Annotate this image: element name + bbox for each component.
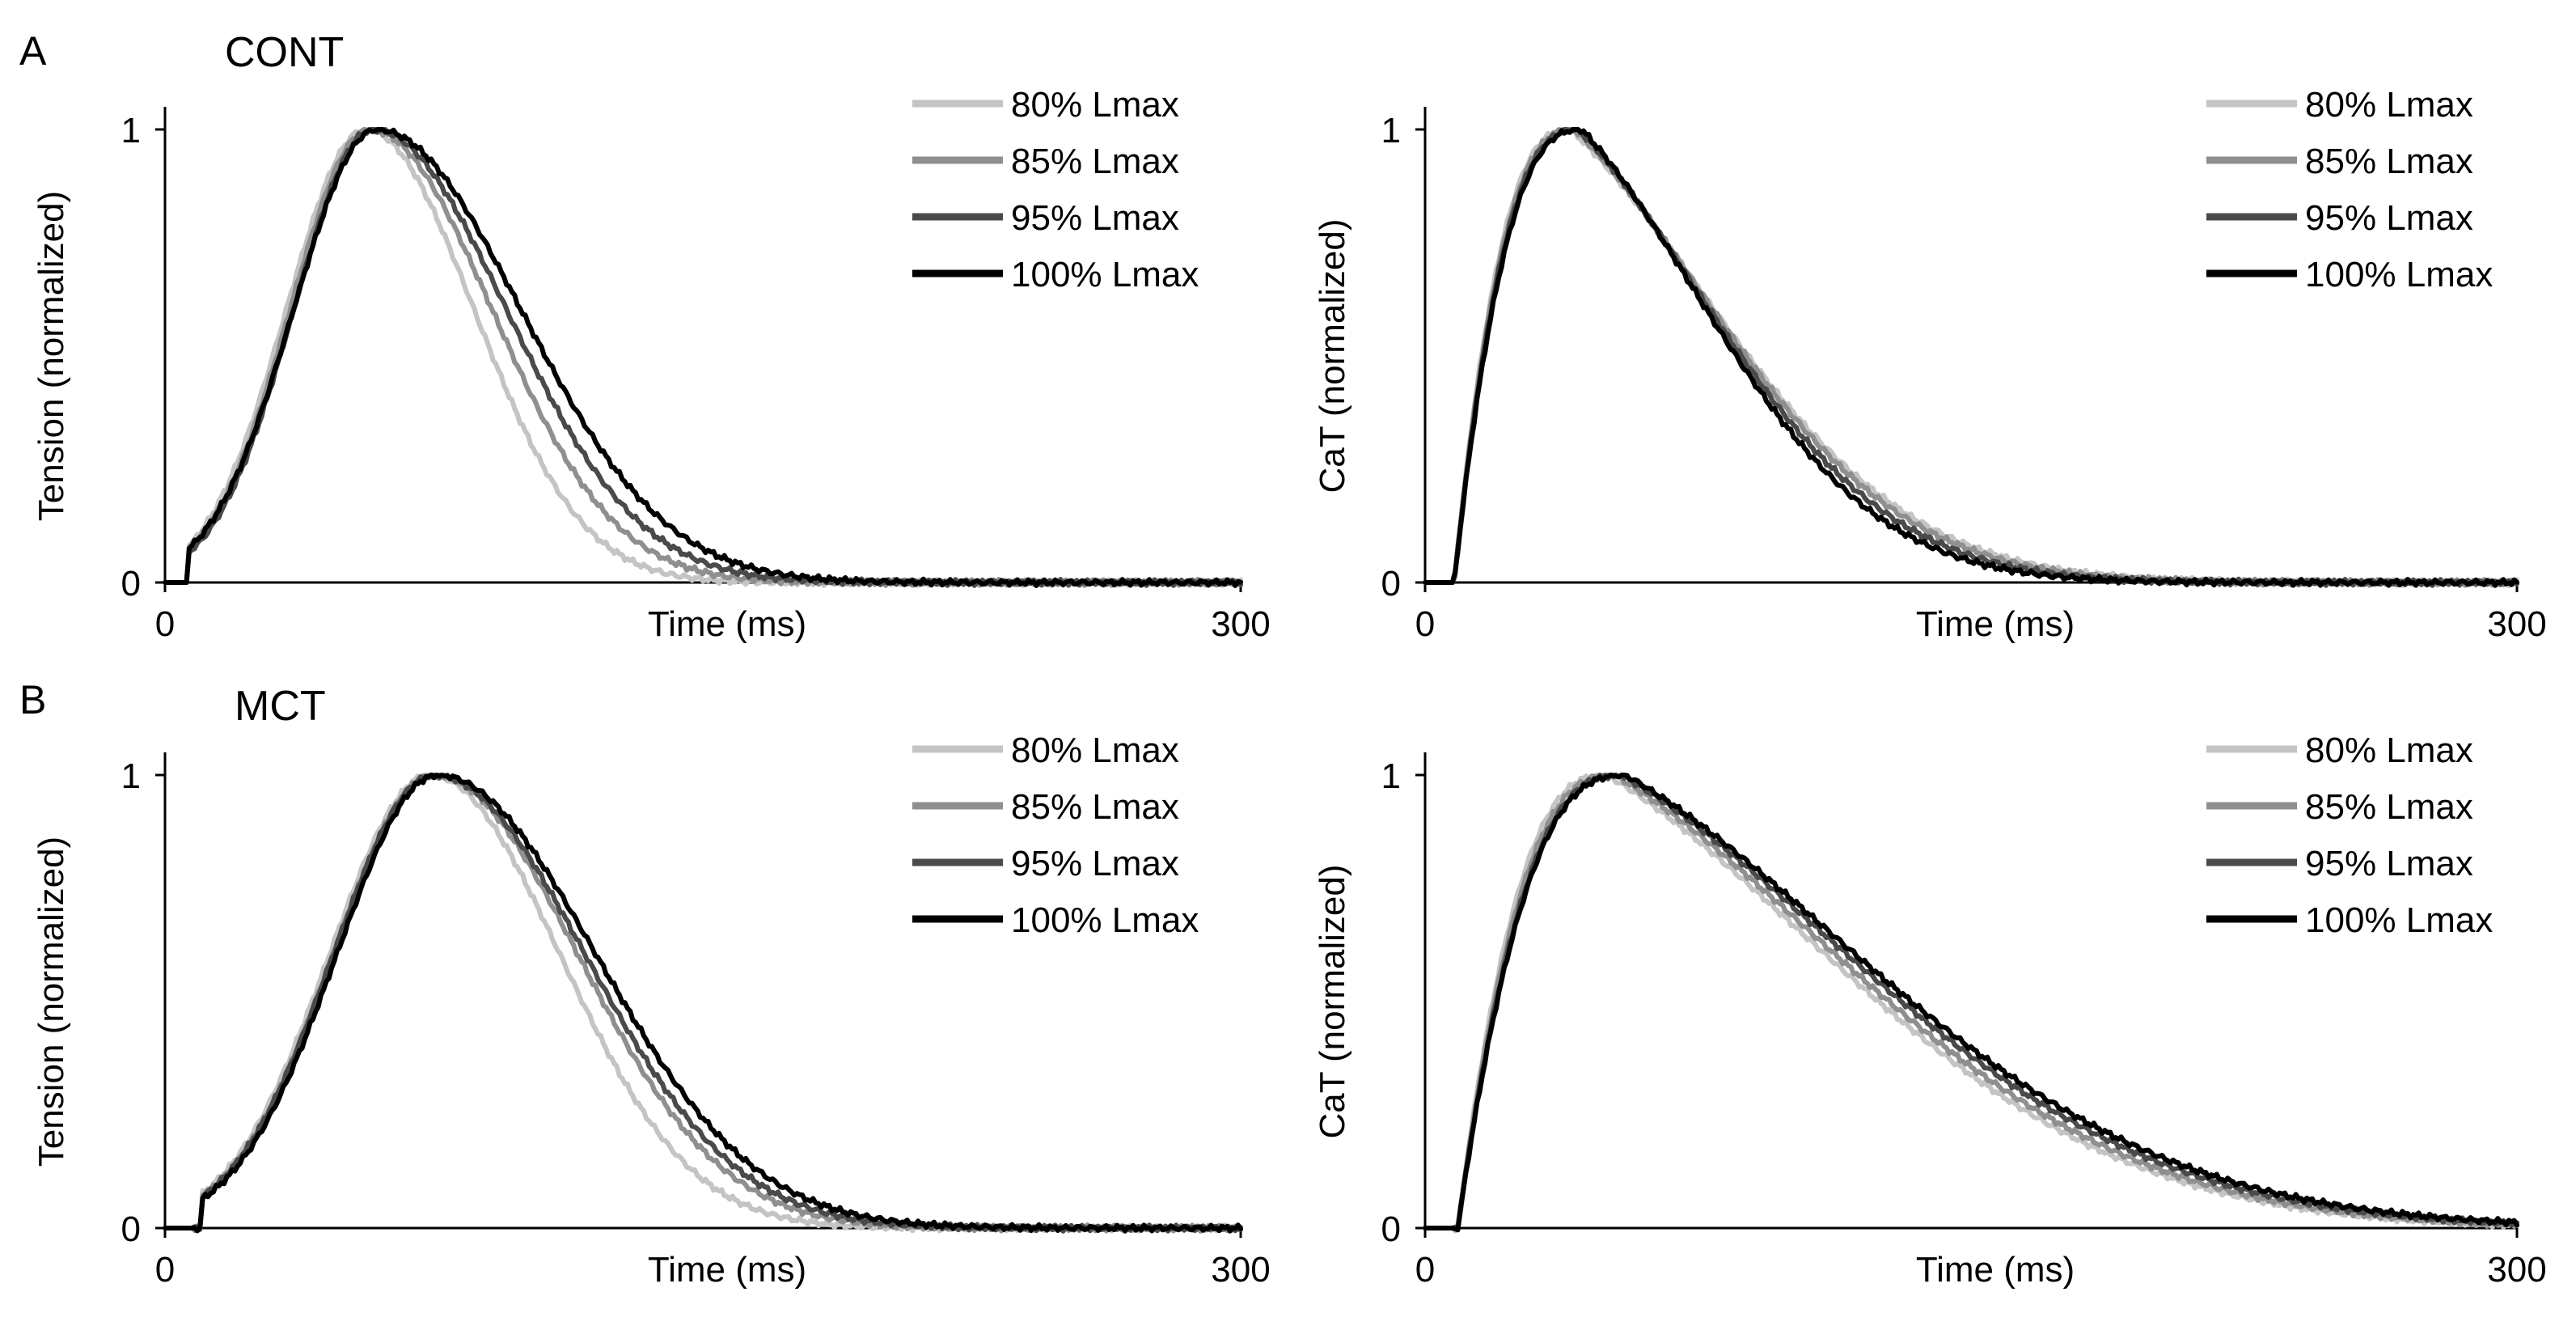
y-tick-label: 1 <box>1381 111 1401 150</box>
chart-mct-cat: 0 300 0 1 Time (ms) CaT (normalized) 80% Lmax 8… <box>1313 731 2547 1290</box>
legend-label: 100% Lmax <box>1011 900 1199 940</box>
legend-label: 85% Lmax <box>1011 142 1179 181</box>
legend-entry: 85% Lmax <box>912 142 1179 181</box>
series-line-100lmax <box>1423 127 2519 588</box>
legend-entry: 100% Lmax <box>2206 255 2493 294</box>
x-tick-label: 0 <box>1415 1250 1435 1290</box>
legend-label: 100% Lmax <box>2305 255 2493 294</box>
panel-letter-a: A <box>19 28 47 74</box>
legend-entry: 95% Lmax <box>2206 198 2473 238</box>
legend-entry: 80% Lmax <box>912 731 1179 770</box>
y-tick-label: 0 <box>121 564 141 604</box>
legend-label: 95% Lmax <box>1011 844 1179 883</box>
x-tick-label: 300 <box>2487 1250 2546 1290</box>
y-tick-label: 0 <box>121 1209 141 1249</box>
series-line-100lmax <box>163 773 1243 1234</box>
y-tick-label: 0 <box>1381 1209 1401 1249</box>
x-tick-label: 0 <box>1415 604 1435 644</box>
chart-mct-tension: 0 300 0 1 Time (ms) Tension (normalized) 80% L… <box>32 731 1271 1290</box>
legend-label: 95% Lmax <box>2305 844 2473 883</box>
legend-entry: 100% Lmax <box>912 255 1199 294</box>
x-axis-label: Time (ms) <box>648 1250 806 1290</box>
legend-label: 100% Lmax <box>2305 900 2493 940</box>
legend-label: 80% Lmax <box>2305 731 2473 770</box>
panel-title-mct: MCT <box>235 683 326 730</box>
series-line-100lmax <box>163 127 1243 588</box>
x-axis-label: Time (ms) <box>648 604 806 644</box>
y-tick-label: 1 <box>121 756 141 796</box>
y-axis-label: CaT (normalized) <box>1313 218 1352 493</box>
y-axis-label: CaT (normalized) <box>1313 864 1352 1138</box>
legend-entry: 95% Lmax <box>912 844 1179 883</box>
legend-label: 95% Lmax <box>2305 198 2473 238</box>
legend-entry: 95% Lmax <box>912 198 1179 238</box>
series-line-100lmax <box>1423 773 2519 1233</box>
x-tick-label: 300 <box>2487 604 2546 644</box>
plots-container: 0 300 0 1 Time (ms) Tension (normalized) 80% L… <box>32 85 2547 1290</box>
y-tick-label: 1 <box>121 111 141 150</box>
x-axis-label: Time (ms) <box>1916 1250 2075 1290</box>
panel-letter-b: B <box>19 677 46 722</box>
legend-label: 80% Lmax <box>1011 731 1179 770</box>
legend-entry: 85% Lmax <box>912 787 1179 827</box>
legend-entry: 80% Lmax <box>912 85 1179 125</box>
x-axis-label: Time (ms) <box>1916 604 2075 644</box>
y-axis-label: Tension (normalized) <box>32 837 71 1167</box>
legend-entry: 85% Lmax <box>2206 142 2473 181</box>
legend-entry: 80% Lmax <box>2206 85 2473 125</box>
x-tick-label: 0 <box>155 604 175 644</box>
legend-label: 95% Lmax <box>1011 198 1179 238</box>
chart-cont-cat: 0 300 0 1 Time (ms) CaT (normalized) 80% Lmax 8… <box>1313 85 2547 644</box>
legend-entry: 95% Lmax <box>2206 844 2473 883</box>
legend-entry: 100% Lmax <box>2206 900 2493 940</box>
legend-entry: 80% Lmax <box>2206 731 2473 770</box>
legend-label: 80% Lmax <box>2305 85 2473 125</box>
panel-title-cont: CONT <box>225 29 344 76</box>
y-tick-label: 1 <box>1381 756 1401 796</box>
legend-label: 85% Lmax <box>1011 787 1179 827</box>
legend-label: 85% Lmax <box>2305 142 2473 181</box>
legend-label: 100% Lmax <box>1011 255 1199 294</box>
chart-cont-tension: 0 300 0 1 Time (ms) Tension (normalized) 80% L… <box>32 85 1271 644</box>
x-tick-label: 300 <box>1211 1250 1270 1290</box>
x-tick-label: 300 <box>1211 604 1270 644</box>
legend-entry: 85% Lmax <box>2206 787 2473 827</box>
x-tick-label: 0 <box>155 1250 175 1290</box>
legend-label: 80% Lmax <box>1011 85 1179 125</box>
y-axis-label: Tension (normalized) <box>32 191 71 521</box>
legend-label: 85% Lmax <box>2305 787 2473 827</box>
y-tick-label: 0 <box>1381 564 1401 604</box>
legend-entry: 100% Lmax <box>912 900 1199 940</box>
